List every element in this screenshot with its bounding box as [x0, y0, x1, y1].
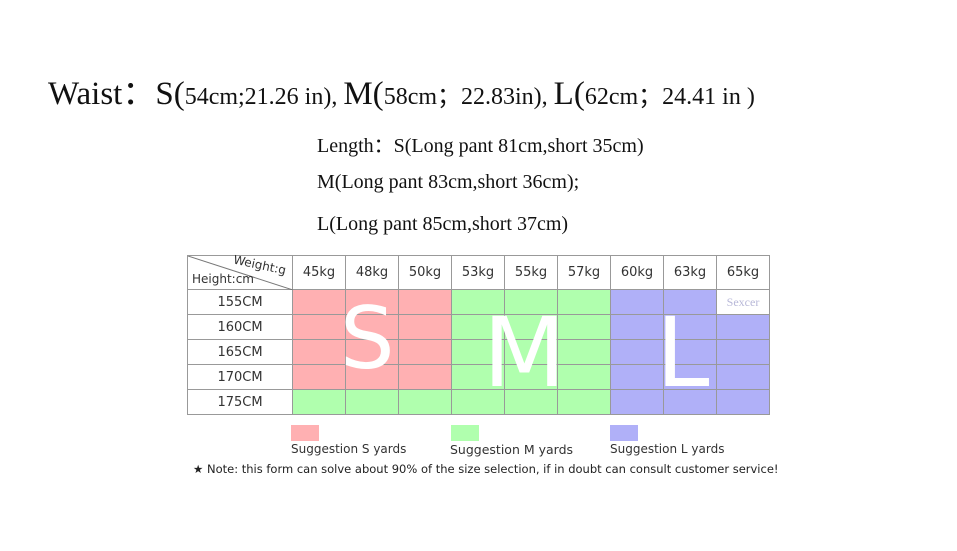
- legend-label-s: Suggestion S yards: [291, 442, 407, 456]
- size-cell-m: [398, 389, 452, 415]
- size-cell-m: [557, 314, 611, 340]
- height-cell: 160CM: [187, 314, 293, 340]
- height-cell: 175CM: [187, 389, 293, 415]
- waist-m-value: 58cm；22.83in),: [383, 84, 554, 110]
- size-cell-s: [398, 289, 452, 315]
- length-m: M(Long pant 83cm,short 36cm);: [317, 171, 580, 193]
- size-cell-l: [663, 289, 717, 315]
- watermark: Sexcer: [726, 294, 760, 309]
- size-cell-l: [716, 339, 770, 365]
- size-cell-s: [292, 314, 346, 340]
- size-cell-m: [345, 389, 399, 415]
- table-row: 175CM: [187, 389, 770, 415]
- big-letter-s: S: [340, 289, 395, 389]
- size-cell-s: [292, 364, 346, 390]
- size-cell-s: [345, 314, 399, 340]
- diagonal-line: [188, 256, 293, 290]
- length-s: Length：S(Long pant 81cm,short 35cm): [317, 135, 644, 157]
- weight-header: 57kg: [557, 255, 611, 290]
- legend-swatch-m: [451, 425, 479, 441]
- size-cell-l: [663, 339, 717, 365]
- size-cell-m: [557, 289, 611, 315]
- size-cell-l: [663, 364, 717, 390]
- waist-s: S(: [155, 76, 185, 112]
- weight-header: 53kg: [451, 255, 505, 290]
- legend-label-m: Suggestion M yards: [450, 442, 574, 457]
- size-cell-s: [345, 289, 399, 315]
- size-cell-m: [504, 314, 558, 340]
- size-cell-s: [398, 364, 452, 390]
- waist-s-value: 54cm;21.26 in),: [184, 84, 344, 110]
- table-row: 155CM Sexcer: [187, 289, 770, 315]
- size-cell-m: [504, 389, 558, 415]
- waist-m: M(: [343, 76, 384, 112]
- weight-header: 60kg: [610, 255, 664, 290]
- legend-swatch-s: [291, 425, 319, 441]
- legend-swatch-l: [610, 425, 638, 441]
- corner-cell: Weight:g Height:cm: [187, 253, 293, 290]
- header-row: Weight:g Height:cm 45kg 48kg 50kg 53kg 55kg 5…: [187, 253, 770, 290]
- size-cell-l: [716, 364, 770, 390]
- note: ★ Note: this form can solve about 90% of…: [193, 462, 779, 476]
- weight-header: 55kg: [504, 255, 558, 290]
- size-cell-m: [504, 289, 558, 315]
- weight-header: 65kg: [716, 255, 770, 290]
- size-cell-l: [663, 389, 717, 415]
- size-cell-s: [398, 314, 452, 340]
- weight-header: 50kg: [398, 255, 452, 290]
- length-l: L(Long pant 85cm,short 37cm): [317, 213, 569, 235]
- size-cell-l: [716, 389, 770, 415]
- height-cell: 165CM: [187, 339, 293, 365]
- size-cell-m: [292, 389, 346, 415]
- size-cell-s: [292, 289, 346, 315]
- height-cell: 170CM: [187, 364, 293, 390]
- size-cell-s: [345, 364, 399, 390]
- big-letter-m: M: [483, 297, 566, 409]
- size-cell-m: [504, 364, 558, 390]
- size-cell-m: [557, 364, 611, 390]
- size-cell-l: [610, 289, 664, 315]
- size-table: Weight:g Height:cm 45kg 48kg 50kg 53kg 55kg 5…: [187, 253, 770, 415]
- waist-l: L(: [553, 76, 585, 112]
- size-cell-l: [610, 314, 664, 340]
- size-cell-s: [398, 339, 452, 365]
- weight-header: 63kg: [663, 255, 717, 290]
- size-cell-l: [610, 364, 664, 390]
- legend-label-l: Suggestion L yards: [610, 442, 725, 456]
- waist-l-value: 62cm；24.41 in ): [584, 84, 755, 110]
- size-cell-s: [345, 339, 399, 365]
- size-cell-l: [716, 314, 770, 340]
- size-cell-m: [557, 389, 611, 415]
- size-cell-l: [610, 389, 664, 415]
- weight-header: 45kg: [292, 255, 346, 290]
- big-letter-l: L: [656, 297, 710, 409]
- size-cell-m: [451, 314, 505, 340]
- size-cell-w: Sexcer: [716, 289, 770, 315]
- height-cell: 155CM: [187, 289, 293, 315]
- table-row: 160CM: [187, 314, 770, 340]
- size-cell-s: [292, 339, 346, 365]
- waist-label: Waist：: [48, 76, 156, 112]
- weight-header: 48kg: [345, 255, 399, 290]
- height-axis-label: Height:cm: [192, 272, 254, 286]
- waist-sizes: Waist：S(54cm;21.26 in), M(58cm；22.83in),…: [48, 66, 755, 114]
- size-cell-m: [451, 289, 505, 315]
- size-cell-m: [451, 339, 505, 365]
